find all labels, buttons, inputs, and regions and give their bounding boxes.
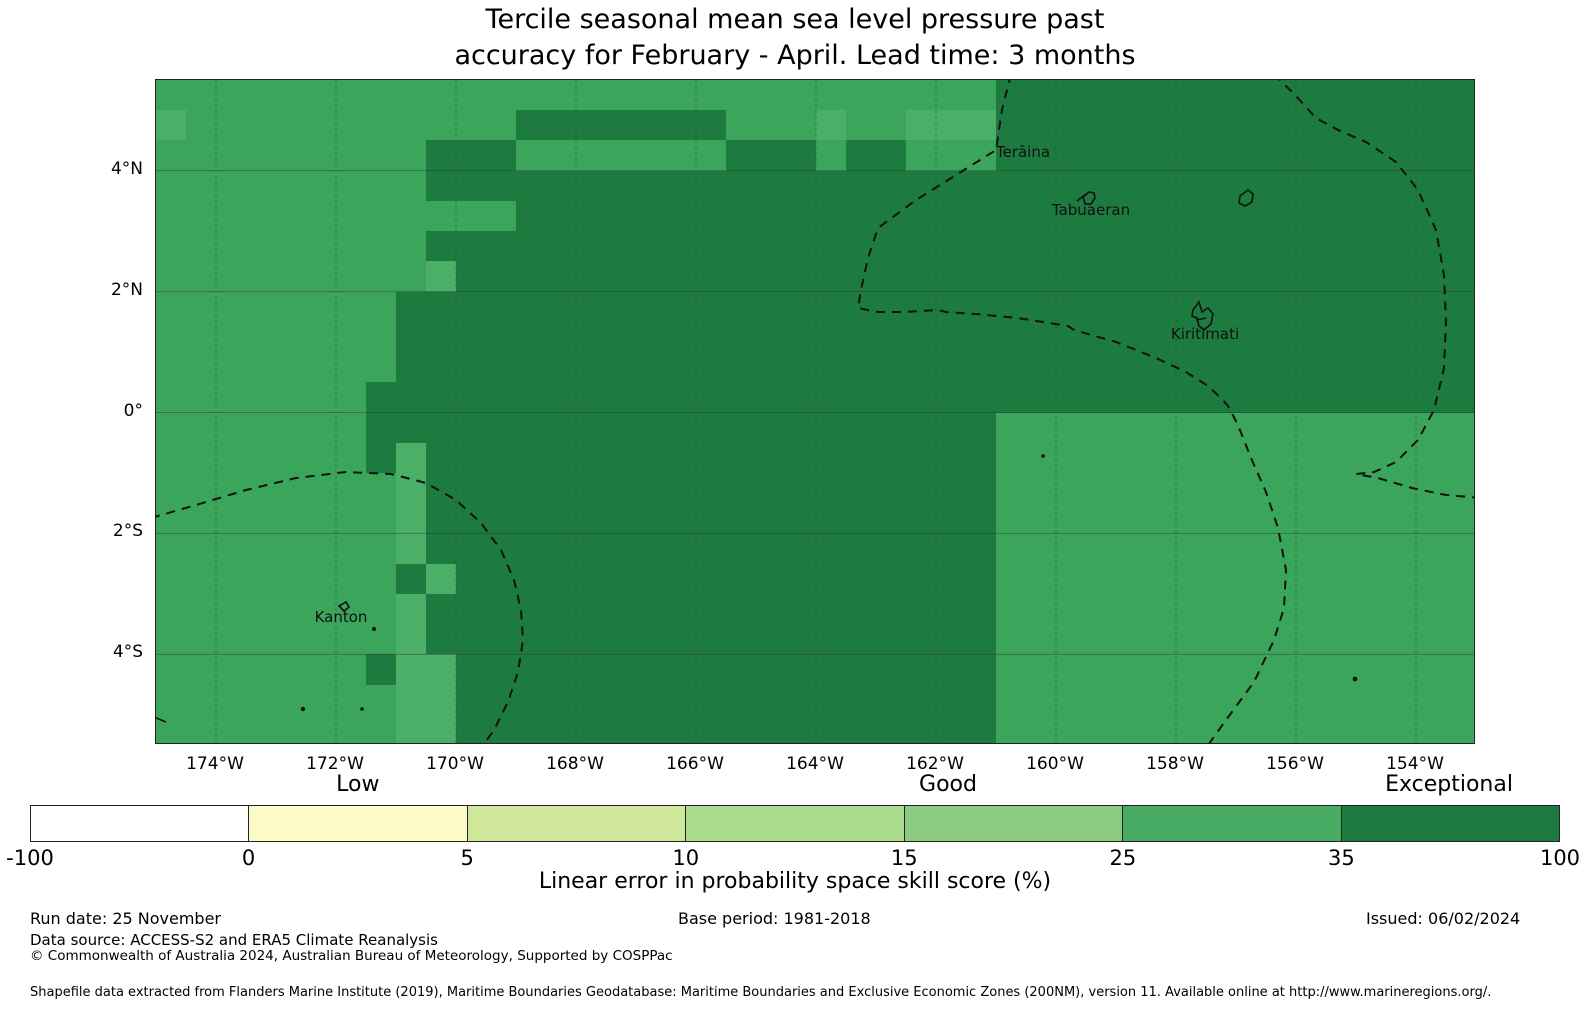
footer-run-date: Run date: 25 November (30, 909, 221, 928)
raster-cell (396, 442, 426, 504)
skill-score-raster (156, 80, 1474, 743)
island-label: Kanton (314, 608, 368, 626)
colorbar-segment (1122, 806, 1341, 841)
colorbar-title: Linear error in probability space skill … (538, 869, 1052, 894)
title-line-2: accuracy for February - April. Lead time… (454, 40, 1136, 71)
x-tick-label: 166°W (666, 754, 724, 774)
x-tick-label: 170°W (426, 754, 484, 774)
colorbar-tick-label: 100 (1539, 846, 1581, 870)
island-label: Tabuaeran (1051, 201, 1131, 219)
islet-dot (360, 707, 364, 711)
x-tick-label: 164°W (786, 754, 844, 774)
raster-cell (366, 654, 396, 685)
kiritimati-detail (1195, 317, 1207, 321)
footer-data-source: Data source: ACCESS-S2 and ERA5 Climate … (30, 931, 438, 949)
raster-cell (396, 503, 426, 564)
x-tick-label: 172°W (306, 754, 364, 774)
teraina-coastline (1082, 191, 1096, 205)
raster-cell (426, 140, 516, 201)
x-tick-label: 162°W (906, 754, 964, 774)
colorbar-segment (31, 806, 249, 841)
y-tick-label: 2°N (110, 279, 143, 300)
islet-dot (1041, 454, 1045, 458)
islet-dot (1352, 676, 1358, 682)
colorbar-tick-label: 25 (1109, 846, 1137, 870)
x-tick-label: 158°W (1146, 754, 1204, 774)
raster-cell (816, 110, 846, 141)
footer-copyright: © Commonwealth of Australia 2024, Austra… (30, 948, 673, 964)
raster-cell (906, 110, 996, 141)
footer-issued-date: Issued: 06/02/2024 (1366, 909, 1521, 928)
colorbar-category-label: Exceptional (1385, 772, 1513, 797)
island-label: Terāina (995, 143, 1051, 161)
raster-cell (516, 110, 726, 141)
colorbar (30, 805, 1560, 842)
colorbar-segment (466, 806, 686, 841)
x-tick-label: 174°W (186, 754, 244, 774)
colorbar-category-label: Low (336, 772, 380, 797)
island-label: Kiritimati (1170, 325, 1240, 343)
colorbar-tick-label: -100 (6, 846, 54, 870)
y-tick-label: 4°N (110, 158, 143, 179)
title-line-1: Tercile seasonal mean sea level pressure… (485, 4, 1105, 35)
page-title: Tercile seasonal mean sea level pressure… (0, 2, 1590, 74)
y-tick-label: 4°S (112, 642, 143, 663)
colorbar-tick-label: 35 (1328, 846, 1355, 870)
footer-shapefile-attribution: Shapefile data extracted from Flanders M… (30, 985, 1492, 1000)
raster-cell (396, 654, 456, 743)
colorbar-segment (903, 806, 1123, 841)
raster-cell (426, 261, 456, 292)
eez-line-islands-boundary (856, 80, 1288, 743)
islet-dot (372, 627, 376, 631)
colorbar-segment (685, 806, 904, 841)
tabuaeran-coastline (1238, 188, 1254, 207)
raster-cell (156, 110, 186, 141)
eez-phoenix-boundary (156, 470, 525, 743)
colorbar-category-label: Good (919, 772, 977, 797)
island-coastlines (156, 188, 1358, 723)
kiritimati-coastline (1191, 300, 1214, 332)
y-tick-label: 0° (123, 400, 143, 421)
x-tick-label: 168°W (546, 754, 604, 774)
map-plot-area: Terāina Tabuaeran Kiritimati Kanton (155, 79, 1475, 744)
x-tick-label: 160°W (1026, 754, 1084, 774)
map-gridlines (156, 80, 1474, 743)
y-tick-label: 2°S (112, 521, 143, 542)
islet-dot (300, 706, 306, 712)
kanton-coastline (337, 600, 351, 613)
raster-cell (516, 170, 996, 232)
raster-cell (996, 80, 1474, 413)
colorbar-tick-label: 0 (241, 846, 256, 870)
x-tick-label: 156°W (1266, 754, 1324, 774)
colorbar-segment (248, 806, 467, 841)
colorbar-tick-label: 10 (672, 846, 700, 870)
x-tick-label: 154°W (1386, 754, 1444, 774)
raster-cell (396, 291, 996, 743)
colorbar-segment (1340, 806, 1559, 841)
eez-boundary-lines (156, 80, 1474, 743)
islet-edge (156, 716, 167, 723)
colorbar-tick-label: 15 (890, 846, 918, 870)
footer-base-period: Base period: 1981-2018 (678, 909, 871, 928)
teraina-detail (1076, 193, 1087, 202)
colorbar-tick-label: 5 (460, 846, 474, 870)
raster-cell (366, 382, 396, 473)
